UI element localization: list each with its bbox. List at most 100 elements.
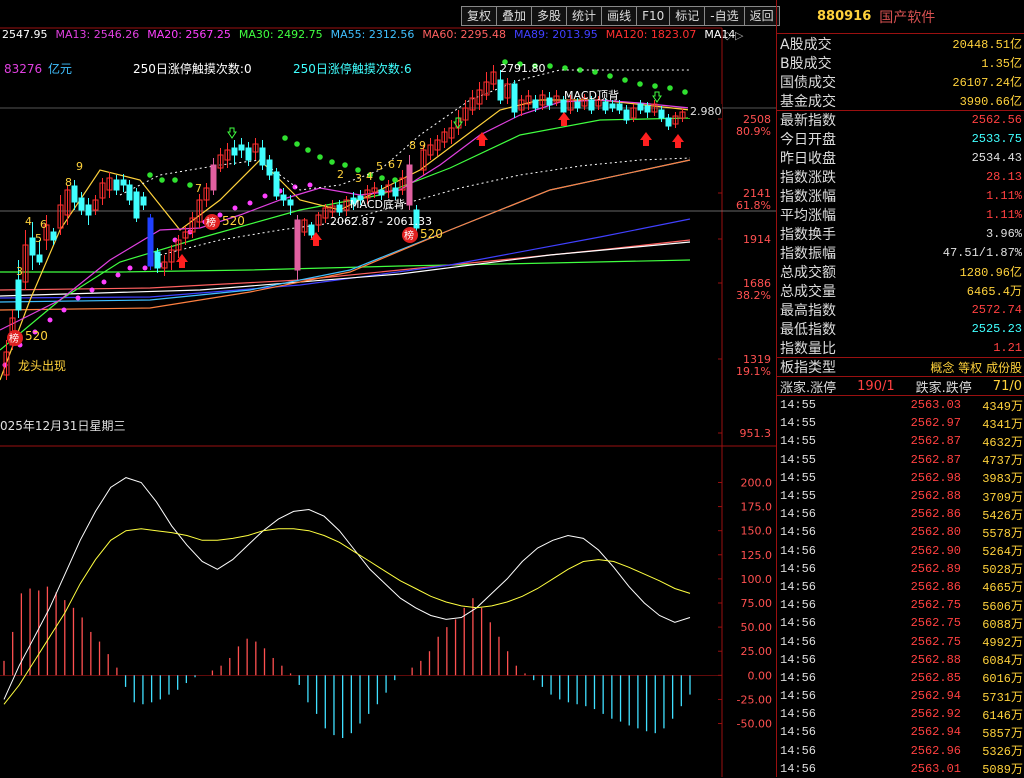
tick-row: 14:56 2562.80 5578万 [777, 523, 1024, 541]
toolbar-button-7[interactable]: -自选 [704, 6, 745, 26]
ma-legend-item: MA120: 1823.07 [606, 28, 697, 41]
type-tags[interactable]: 概念 等权 成份股 [930, 360, 1022, 375]
svg-text:9: 9 [419, 139, 426, 152]
tick-time: 14:56 [780, 725, 817, 740]
tick-row: 14:56 2562.94 5857万 [777, 723, 1024, 741]
annotation-high: 2791.80 [500, 62, 546, 75]
candle [231, 147, 238, 156]
candle [623, 109, 630, 121]
stat-label: A股成交 [780, 36, 832, 53]
ma-legend-item: MA55: 2312.56 [331, 28, 415, 41]
toolbar-button-0[interactable]: 复权 [461, 6, 498, 26]
stat-value: 1.21 [993, 340, 1022, 355]
sar-dot-green [342, 162, 348, 168]
candle [644, 105, 651, 113]
stat-row: A股成交 20448.51亿 [777, 34, 1024, 53]
tick-price: 2562.97 [910, 416, 961, 431]
candle [64, 189, 71, 216]
tick-row: 14:55 2562.97 4341万 [777, 414, 1024, 432]
candle [413, 209, 420, 229]
tick-volume: 5731万 [982, 690, 1023, 705]
tick-volume: 5426万 [982, 508, 1023, 523]
ma-legend-item: MA60: 2295.48 [422, 28, 506, 41]
stat-label: 平均涨幅 [780, 207, 836, 224]
stat-label: 指数换手 [780, 226, 836, 243]
toolbar-button-1[interactable]: 叠加 [496, 6, 533, 26]
candle [43, 224, 50, 241]
index-name[interactable]: 国产软件 [879, 9, 936, 26]
stat-value: 2525.23 [971, 321, 1022, 336]
stat-value: 3.96% [985, 226, 1022, 241]
tick-price: 2563.01 [910, 761, 961, 776]
candle [133, 191, 140, 219]
tick-row: 14:56 2562.96 5326万 [777, 742, 1024, 760]
sar-dot-green [517, 61, 523, 67]
candle [553, 95, 560, 103]
tick-time: 14:56 [780, 579, 817, 594]
sar-dot-purple [61, 307, 67, 313]
panel-header: 880916 国产软件 [777, 0, 1024, 34]
stat-value: 1.11% [985, 188, 1022, 203]
toolbar-button-5[interactable]: F10 [636, 6, 671, 26]
stat-label: 最低指数 [780, 321, 836, 338]
stat-label: 国债成交 [780, 74, 836, 91]
candle [196, 199, 203, 223]
stat-value: 1.11% [985, 207, 1022, 222]
stat-row: 指数涨跌 28.13 [777, 167, 1024, 186]
candle [658, 109, 665, 119]
tick-volume: 5606万 [982, 599, 1023, 614]
tick-volume: 4992万 [982, 636, 1023, 651]
tick-time: 14:56 [780, 743, 817, 758]
tick-list[interactable]: 14:55 2563.03 4349万 14:55 2562.97 4341万 14:55 2… [777, 395, 1024, 778]
candle [567, 99, 574, 111]
sar-dot-green [562, 65, 568, 71]
toolbar-button-3[interactable]: 统计 [566, 6, 603, 26]
stat-row: 最高指数 2572.74 [777, 300, 1024, 319]
tick-time: 14:56 [780, 598, 817, 613]
sar-dot-green [147, 172, 153, 178]
annotation-dragon: 龙头出现 [18, 359, 66, 373]
candle [224, 149, 231, 161]
candle [651, 103, 658, 113]
toolbar-button-2[interactable]: 多股 [531, 6, 568, 26]
toolbar-button-4[interactable]: 画线 [601, 6, 638, 26]
tick-row: 14:56 2562.90 5264万 [777, 542, 1024, 560]
tick-time: 14:56 [780, 707, 817, 722]
candle [22, 244, 29, 283]
candle [266, 159, 273, 176]
stat-row: 基金成交 3990.66亿 [777, 91, 1024, 110]
candle [483, 81, 490, 96]
sar-dot-purple [217, 212, 223, 218]
index-code: 880916 [817, 9, 872, 24]
candle [546, 97, 553, 106]
candle [448, 127, 455, 139]
sar-dot-purple [47, 317, 53, 323]
candle [161, 261, 168, 269]
candle [357, 195, 364, 201]
kline-chart[interactable]: 2547.95 MA13: 2546.26 MA20: 2567.25 MA30: 2… [0, 0, 776, 777]
stat-label: 最新指数 [780, 113, 836, 129]
tick-volume: 5089万 [982, 763, 1023, 778]
stat-value: 28.13 [985, 169, 1022, 184]
legend-more-icon[interactable]: ◇ ▷ [723, 29, 744, 42]
tick-row: 14:55 2562.88 3709万 [777, 487, 1024, 505]
candle [85, 204, 92, 216]
candle [238, 144, 245, 151]
candle [679, 111, 686, 119]
toolbar-button-6[interactable]: 标记 [669, 6, 706, 26]
price-axis-pct: 19.1% [736, 365, 771, 378]
candle [322, 207, 329, 219]
tick-row: 14:56 2562.75 6088万 [777, 614, 1024, 632]
tick-row: 14:56 2562.92 6146万 [777, 705, 1024, 723]
candle [595, 99, 602, 107]
candle [154, 251, 161, 269]
tick-volume: 6084万 [982, 654, 1023, 669]
macd-axis-label: 75.00 [741, 597, 773, 610]
candle [364, 189, 371, 199]
toolbar-button-8[interactable]: 返回 [743, 6, 780, 26]
candle [120, 179, 127, 186]
sar-dot-green [637, 81, 643, 87]
stat-row: 指数涨幅 1.11% [777, 186, 1024, 205]
candle [15, 279, 22, 311]
